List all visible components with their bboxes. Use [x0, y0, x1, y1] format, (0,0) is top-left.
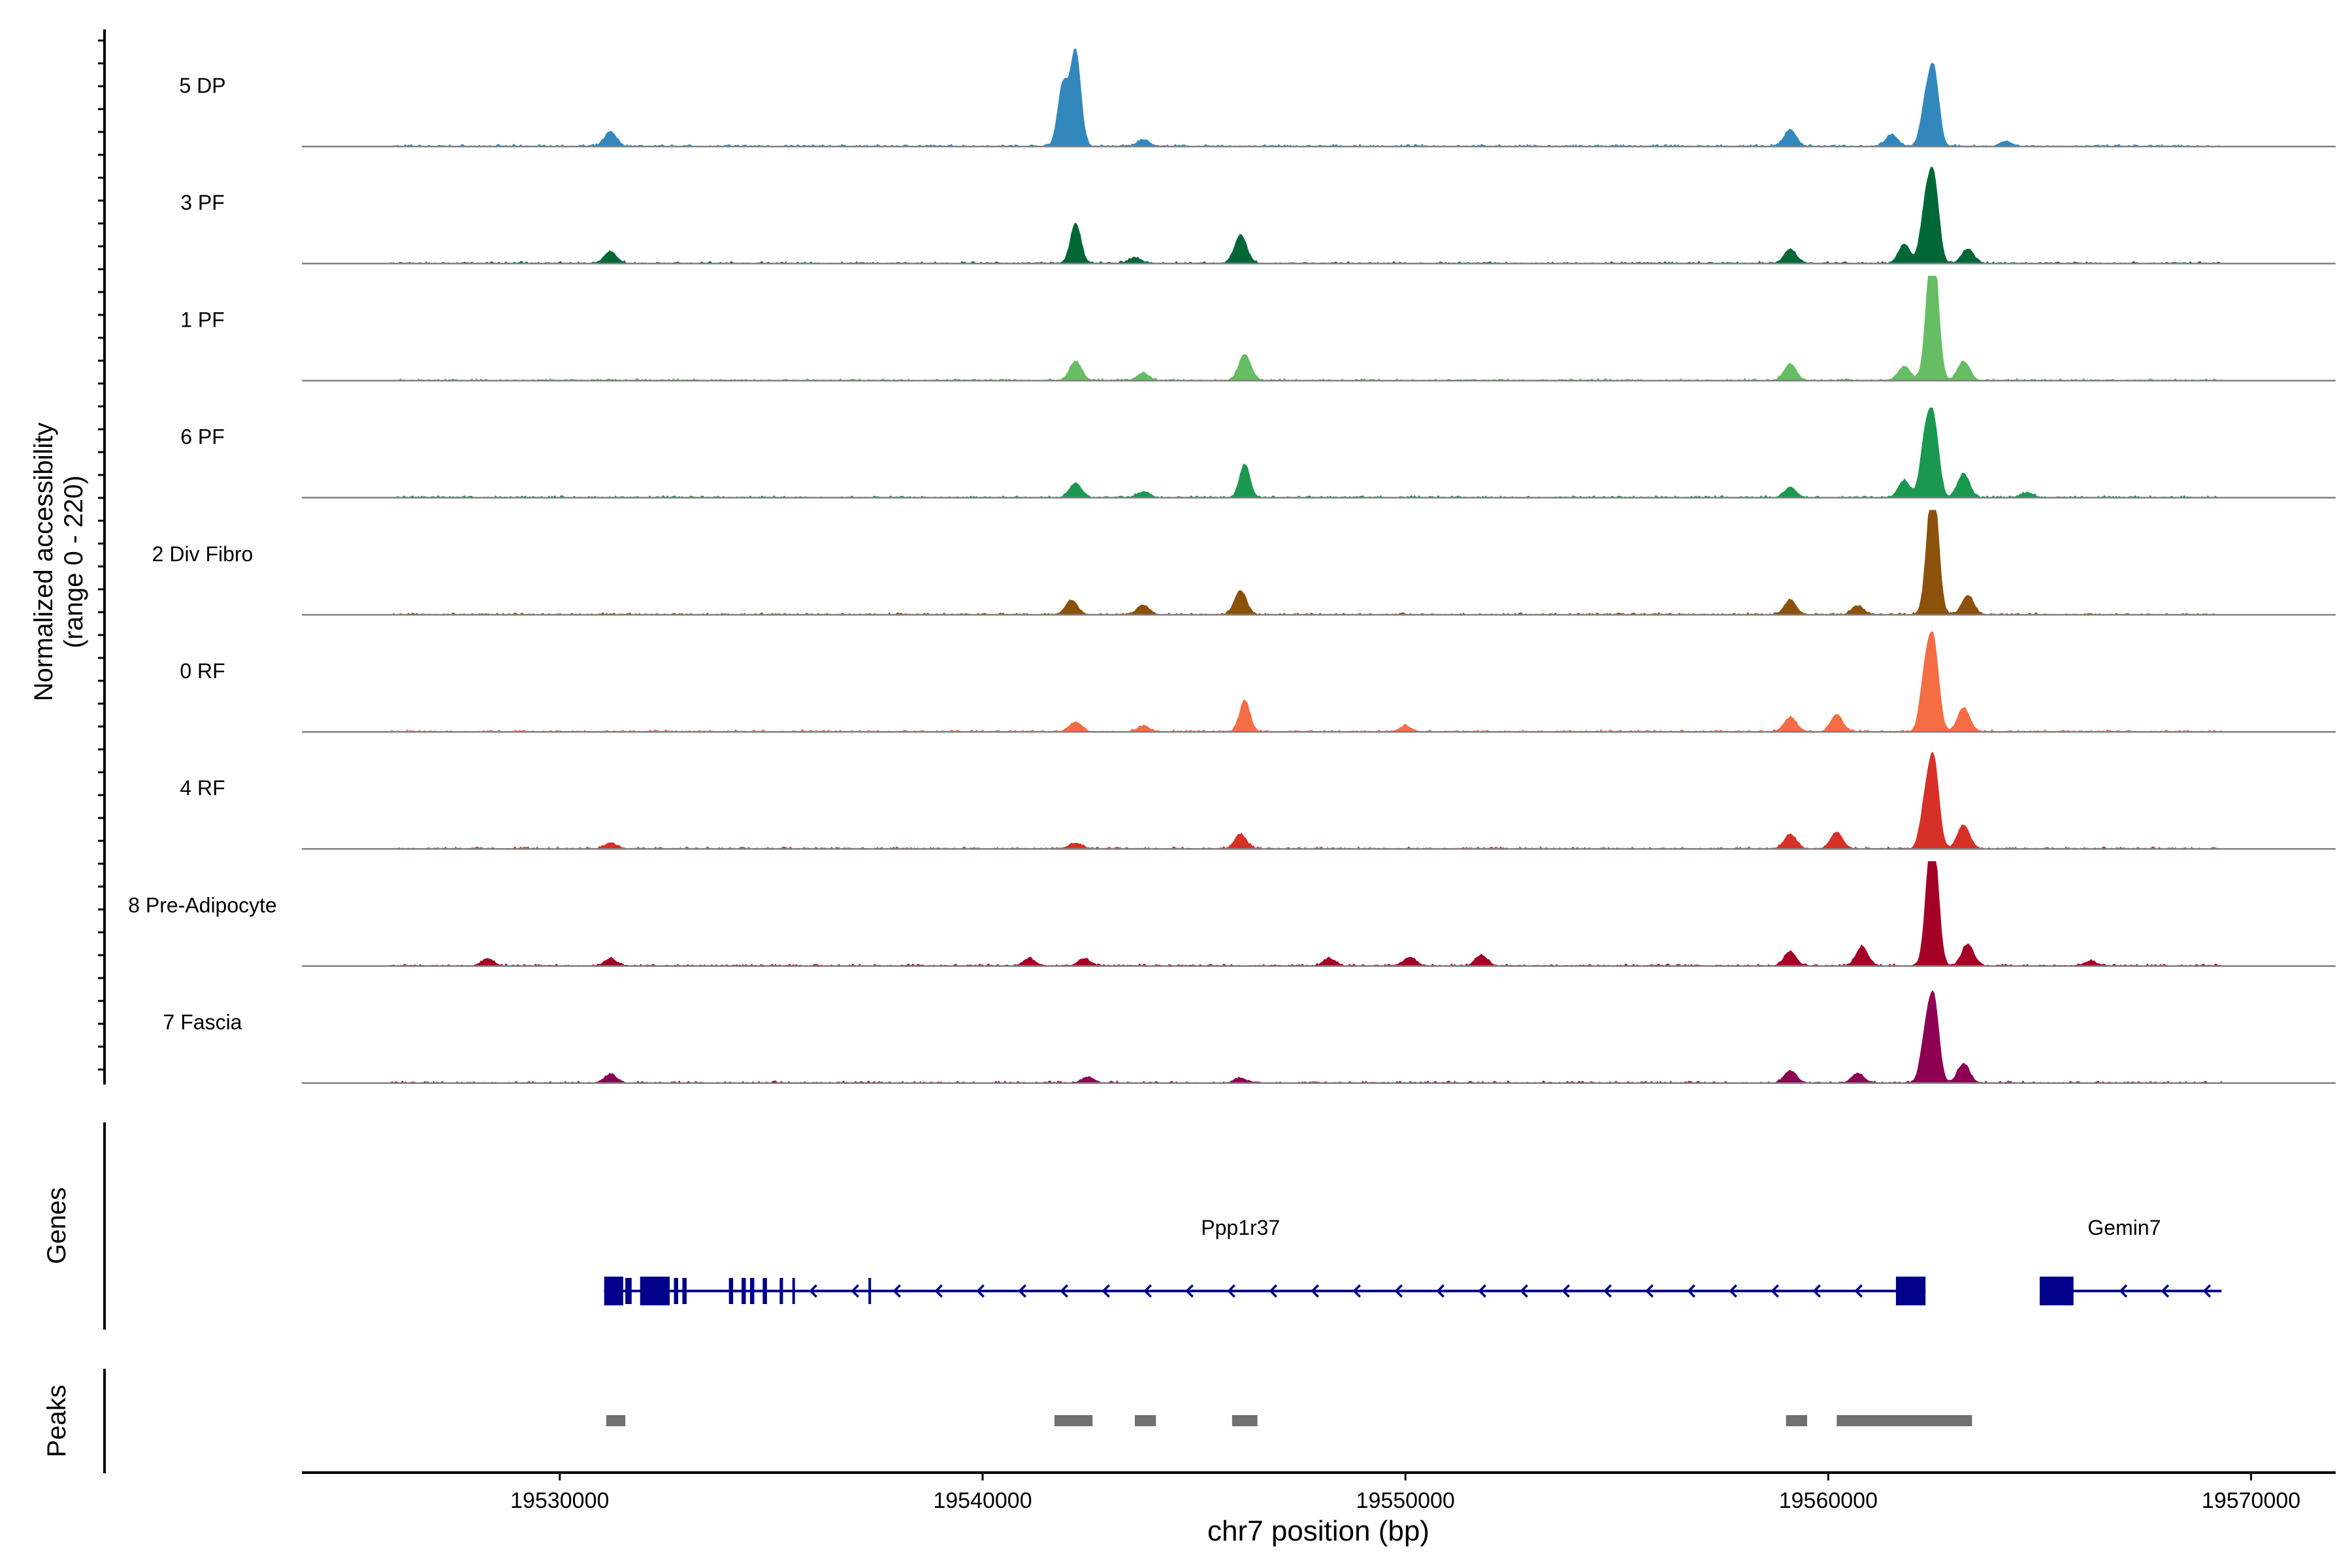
strand-arrow — [1060, 1284, 1068, 1298]
x-axis-tick-label: 19550000 — [1356, 1488, 1455, 1513]
peak-region-bar — [1232, 1415, 1258, 1426]
track-label: 7 Fascia — [163, 1011, 242, 1034]
track-1-pf: 1 PF — [180, 276, 2336, 382]
gene-exon — [1895, 1277, 1926, 1305]
peak-regions-track — [606, 1415, 1972, 1426]
x-axis-tick-label: 19540000 — [933, 1488, 1032, 1513]
gene-exon — [674, 1278, 679, 1304]
gene-exon — [792, 1278, 795, 1304]
gene-exon — [762, 1278, 767, 1304]
strand-arrow — [892, 1284, 901, 1298]
x-axis-tick-label: 19570000 — [2202, 1488, 2300, 1513]
peak-region-bar — [1786, 1415, 1808, 1426]
track-label: 8 Pre-Adipocyte — [128, 893, 277, 917]
x-axis-title: chr7 position (bp) — [1207, 1515, 1429, 1547]
y-axis-ticks — [98, 39, 105, 1071]
x-axis-tick-label: 19560000 — [1779, 1488, 1878, 1513]
track-label: 0 RF — [180, 659, 225, 683]
strand-arrow — [1102, 1284, 1110, 1298]
peak-region-bar — [606, 1415, 626, 1426]
strand-arrow — [1561, 1284, 1570, 1298]
strand-arrow — [2202, 1284, 2212, 1298]
gene-exon — [2039, 1277, 2074, 1305]
strand-arrow — [1520, 1284, 1528, 1298]
track-2-div-fibro: 2 Div Fibro — [152, 510, 2336, 616]
track-7-fascia: 7 Fascia — [163, 990, 2336, 1085]
track-label: 4 RF — [180, 776, 225, 800]
track-4-rf: 4 RF — [180, 751, 2336, 850]
strand-arrow — [976, 1284, 985, 1298]
strand-arrow — [1603, 1284, 1612, 1298]
gene-ppp1r37: Ppp1r37 — [604, 1216, 1926, 1305]
strand-arrow — [1018, 1284, 1026, 1298]
peak-region-bar — [1054, 1415, 1093, 1426]
gene-gemin7: Gemin7 — [2039, 1216, 2222, 1305]
strand-arrow — [2161, 1284, 2170, 1298]
gene-exon — [682, 1278, 687, 1304]
strand-arrow — [1269, 1284, 1277, 1298]
strand-arrow — [1645, 1284, 1654, 1298]
track-label: 2 Div Fibro — [152, 542, 253, 566]
strand-arrow — [1771, 1284, 1779, 1298]
genes-axis-title: Genes — [42, 1187, 71, 1264]
strand-arrow — [1352, 1284, 1361, 1298]
track-label: 5 DP — [179, 74, 225, 97]
x-axis: 19530000 19540000 19550000 19560000 19570000 — [302, 1471, 2336, 1513]
gene-exon — [625, 1278, 632, 1304]
gene-exon — [728, 1278, 734, 1304]
strand-arrow — [2119, 1284, 2128, 1298]
y-axis-title-line2: (range 0 - 220) — [59, 476, 88, 649]
strand-arrow — [1185, 1284, 1194, 1298]
strand-arrow — [1812, 1284, 1821, 1298]
strand-arrow — [1436, 1284, 1445, 1298]
y-axis — [98, 29, 106, 1085]
strand-arrow — [1478, 1284, 1486, 1298]
strand-arrow — [809, 1284, 817, 1298]
track-3-pf: 3 PF — [180, 166, 2336, 265]
gene-exon — [868, 1278, 872, 1304]
gene-exon — [742, 1278, 746, 1304]
strand-arrow — [1143, 1284, 1152, 1298]
gene-exon — [779, 1278, 783, 1304]
peak-region-bar — [1837, 1415, 1972, 1426]
track-label: 6 PF — [180, 425, 225, 449]
gene-exon — [604, 1277, 623, 1305]
gene-annotation-track: Ppp1r37 Gemin7 — [604, 1216, 2222, 1305]
x-axis-ticks: 19530000 19540000 19550000 19560000 19570000 — [510, 1473, 2300, 1513]
track-8-pre-adipocyte: 8 Pre-Adipocyte — [128, 861, 2336, 967]
accessibility-tracks: 5 DP 3 PF 1 PF 6 PF 2 Div Fibro 0 RF 4 RF 8 Pre… — [128, 48, 2336, 1085]
gene-label: Gemin7 — [2087, 1216, 2161, 1239]
track-6-pf: 6 PF — [180, 407, 2336, 499]
track-5-dp: 5 DP — [179, 48, 2336, 148]
strand-arrow — [934, 1284, 943, 1298]
gene-label: Ppp1r37 — [1201, 1216, 1280, 1239]
strand-arrow — [1854, 1284, 1863, 1298]
strand-arrow — [1227, 1284, 1235, 1298]
x-axis-tick-label: 19530000 — [510, 1488, 609, 1513]
track-label: 3 PF — [180, 191, 225, 214]
gene-exon — [750, 1278, 755, 1304]
strand-arrow — [1394, 1284, 1403, 1298]
peaks-axis-title: Peaks — [42, 1384, 71, 1457]
strand-arrow — [1311, 1284, 1319, 1298]
strand-arrow — [851, 1284, 859, 1298]
strand-arrow — [1729, 1284, 1737, 1298]
y-axis-title-line1: Normalized accessibility — [29, 423, 58, 702]
gene-exon — [640, 1277, 670, 1305]
track-0-rf: 0 RF — [180, 631, 2336, 733]
peak-region-bar — [1134, 1415, 1156, 1426]
track-label: 1 PF — [180, 308, 225, 331]
strand-arrow — [1687, 1284, 1695, 1298]
